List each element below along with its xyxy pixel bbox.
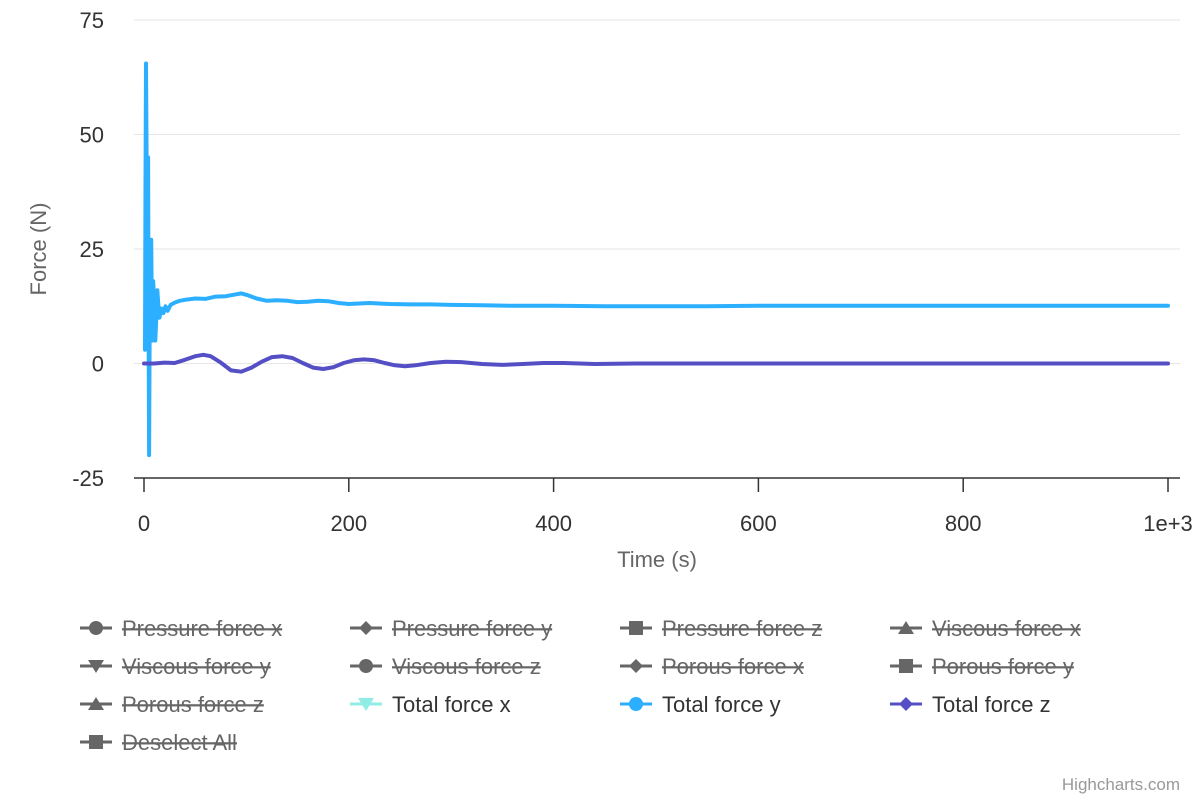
legend-label: Porous force z xyxy=(122,692,264,717)
legend-label: Total force y xyxy=(662,692,781,717)
x-axis: 0 200 400 600 800 1e+3 xyxy=(134,477,1193,536)
legend-item-deselect-all[interactable]: Deselect All xyxy=(80,730,237,755)
legend-label: Total force x xyxy=(392,692,511,717)
diamond-marker-icon xyxy=(359,621,373,635)
y-tick-label: 50 xyxy=(80,123,104,148)
legend-label: Pressure force z xyxy=(662,616,822,641)
y-tick-label: 75 xyxy=(80,8,104,33)
legend-label: Pressure force x xyxy=(122,616,282,641)
legend-item-viscous-force-z[interactable]: Viscous force z xyxy=(350,654,541,679)
legend-label: Deselect All xyxy=(122,730,237,755)
legend-label: Viscous force x xyxy=(932,616,1081,641)
legend-item-pressure-force-y[interactable]: Pressure force y xyxy=(350,616,552,641)
legend-item-porous-force-y[interactable]: Porous force y xyxy=(890,654,1074,679)
legend-item-viscous-force-y[interactable]: Viscous force y xyxy=(80,654,271,679)
series-layer xyxy=(142,61,1170,458)
y-tick-label: 0 xyxy=(92,352,104,377)
square-marker-icon xyxy=(629,621,643,635)
legend-label: Viscous force y xyxy=(122,654,271,679)
grid-lines xyxy=(134,19,1180,364)
legend-item-total-force-y[interactable]: Total force y xyxy=(620,692,781,717)
legend-item-porous-force-x[interactable]: Porous force x xyxy=(620,654,804,679)
x-tick-label: 1e+3 xyxy=(1143,511,1193,536)
legend-item-pressure-force-z[interactable]: Pressure force z xyxy=(620,616,822,641)
triangle-marker-icon xyxy=(88,697,104,710)
legend-label: Porous force y xyxy=(932,654,1074,679)
legend: Pressure force x Pressure force y Pressure… xyxy=(80,616,1081,755)
triangle-down-marker-icon xyxy=(88,660,104,673)
series-line-total-force-y[interactable] xyxy=(143,61,1170,458)
legend-item-viscous-force-x[interactable]: Viscous force x xyxy=(890,616,1081,641)
x-tick-label: 400 xyxy=(535,511,572,536)
legend-item-total-force-z[interactable]: Total force z xyxy=(890,692,1051,717)
diamond-marker-icon xyxy=(629,659,643,673)
legend-item-porous-force-z[interactable]: Porous force z xyxy=(80,692,264,717)
circle-marker-icon xyxy=(629,697,643,711)
legend-label: Total force z xyxy=(932,692,1051,717)
series-line-total-force-z[interactable] xyxy=(142,352,1170,374)
circle-marker-icon xyxy=(89,621,103,635)
legend-label: Pressure force y xyxy=(392,616,552,641)
legend-label: Viscous force z xyxy=(392,654,541,679)
legend-item-total-force-x[interactable]: Total force x xyxy=(350,692,511,717)
y-tick-label: -25 xyxy=(72,466,104,491)
triangle-marker-icon xyxy=(898,621,914,634)
legend-label: Porous force x xyxy=(662,654,804,679)
x-tick-label: 800 xyxy=(945,511,982,536)
triangle-down-marker-icon xyxy=(358,698,374,711)
x-tick-label: 200 xyxy=(330,511,367,536)
credits-label[interactable]: Highcharts.com xyxy=(1062,775,1180,794)
diamond-marker-icon xyxy=(899,697,913,711)
square-marker-icon xyxy=(899,659,913,673)
y-axis: -25 0 25 50 75 xyxy=(72,8,104,491)
y-tick-label: 25 xyxy=(80,237,104,262)
circle-marker-icon xyxy=(359,659,373,673)
square-marker-icon xyxy=(89,735,103,749)
x-tick-label: 600 xyxy=(740,511,777,536)
legend-item-pressure-force-x[interactable]: Pressure force x xyxy=(80,616,282,641)
y-axis-title: Force (N) xyxy=(26,203,51,296)
x-tick-label: 0 xyxy=(138,511,150,536)
x-axis-title: Time (s) xyxy=(617,547,697,572)
